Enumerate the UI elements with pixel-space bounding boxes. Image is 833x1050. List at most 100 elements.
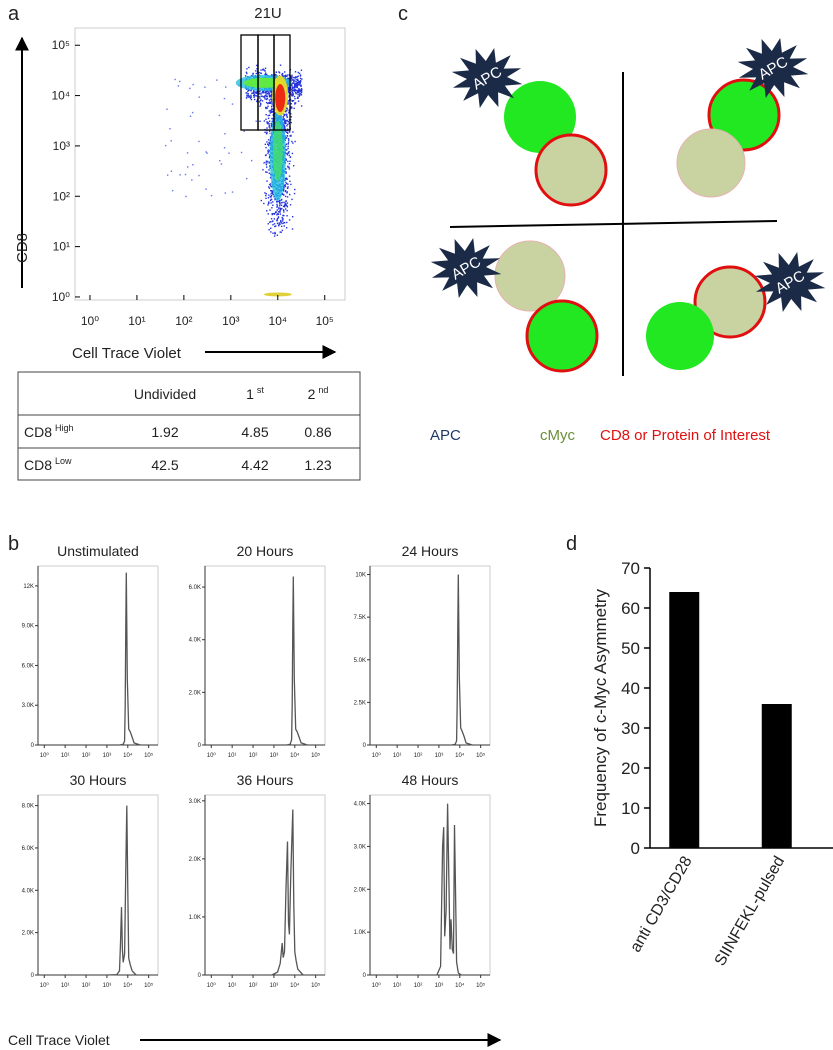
- density-dot: [271, 213, 273, 215]
- density-dot: [286, 125, 288, 127]
- density-dot: [290, 134, 292, 137]
- density-dot: [270, 98, 272, 100]
- density-dot: [220, 163, 223, 165]
- density-dot: [271, 74, 273, 76]
- density-dot: [283, 125, 286, 128]
- density-dot: [286, 192, 288, 194]
- density-dot: [282, 205, 285, 207]
- density-dot: [275, 211, 277, 214]
- x-tick-label: SIINFEKL-pulsed: [712, 854, 789, 970]
- y-axis-label: Frequency of c-Myc Asymmetry: [591, 588, 610, 827]
- y-tick-label: 7.5K: [354, 615, 366, 621]
- density-dot: [248, 95, 251, 98]
- density-dot: [269, 112, 271, 114]
- density-dot: [270, 195, 273, 197]
- x-tick-label: 10²: [175, 314, 192, 328]
- density-dot: [264, 67, 267, 70]
- density-dot: [278, 224, 280, 227]
- density-dot: [248, 66, 250, 69]
- y-tick-label: 2.0K: [189, 857, 201, 863]
- density-dot: [272, 232, 274, 234]
- density-dot: [267, 160, 269, 163]
- density-dot: [274, 231, 276, 234]
- cell-superscript: nd: [318, 385, 328, 395]
- density-dot: [256, 90, 258, 93]
- density-dot: [291, 228, 294, 230]
- x-tick-label: 10³: [435, 983, 444, 989]
- density-dot: [271, 108, 273, 110]
- density-dot: [260, 69, 262, 71]
- density-dot: [275, 74, 277, 76]
- density-dot: [258, 93, 260, 95]
- density-dot: [265, 194, 267, 197]
- density-dot: [248, 89, 250, 91]
- density-dot: [298, 91, 301, 93]
- density-dot: [285, 143, 288, 145]
- y-tick-label: 2.0K: [189, 690, 201, 696]
- y-tick-label: 0: [198, 743, 202, 749]
- density-dot: [265, 73, 268, 76]
- density-dot: [294, 76, 297, 78]
- density-dot: [269, 165, 271, 167]
- density-dot: [282, 118, 284, 121]
- density-dot: [295, 84, 298, 86]
- density-dot: [268, 114, 271, 117]
- density-dot: [263, 202, 265, 205]
- density-dot: [284, 205, 286, 208]
- density-dot: [272, 110, 274, 112]
- density-dot: [291, 87, 294, 90]
- density-dot: [166, 108, 168, 110]
- density-dot: [287, 123, 289, 126]
- density-dot: [267, 204, 269, 206]
- density-dot: [252, 92, 254, 94]
- density-dot: [164, 144, 167, 147]
- density-dot: [272, 201, 274, 203]
- density-dot: [186, 166, 189, 168]
- density-dot: [288, 150, 290, 153]
- y-tick-label: 10: [621, 799, 640, 818]
- density-dot: [291, 76, 293, 78]
- x-tick-label: 10⁰: [372, 752, 382, 759]
- density-dot: [299, 77, 302, 80]
- density-dot: [260, 72, 262, 74]
- density-dot: [266, 121, 269, 124]
- density-dot: [297, 89, 299, 92]
- gate: [273, 34, 291, 131]
- density-dot: [269, 189, 272, 192]
- density-dot: [294, 91, 297, 94]
- density-dot: [296, 79, 299, 82]
- y-tick-label: 0: [31, 973, 35, 979]
- density-dot: [286, 135, 289, 137]
- density-dot: [279, 211, 281, 213]
- x-tick-label: 10⁴: [269, 314, 288, 328]
- density-dot: [262, 169, 264, 171]
- density-dot: [256, 68, 258, 70]
- density-dot: [281, 207, 283, 210]
- density-dot: [287, 103, 289, 105]
- density-dot: [228, 152, 230, 154]
- density-dot: [281, 75, 284, 77]
- density-dot: [282, 209, 285, 211]
- density-dot: [268, 157, 271, 159]
- density-dot: [287, 183, 289, 185]
- plot-frame: [204, 794, 326, 976]
- cell: [504, 81, 576, 153]
- density-dot: [266, 97, 268, 99]
- density-dot: [245, 71, 248, 73]
- density-dot: [283, 119, 285, 121]
- x-tick-label: 10²: [414, 753, 423, 759]
- legend-entry: cMyc: [540, 427, 575, 444]
- density-dot: [263, 120, 266, 122]
- density-dot: [271, 193, 274, 195]
- density-dot: [270, 198, 273, 201]
- density-dot: [274, 232, 276, 235]
- density-dot: [266, 166, 268, 168]
- density-dot: [300, 93, 302, 95]
- density-dot: [295, 92, 297, 95]
- density-dot: [297, 93, 299, 96]
- table-cell: 4.85: [241, 424, 268, 440]
- density-dot: [281, 73, 283, 75]
- x-tick-label: 10⁵: [311, 982, 321, 989]
- density-dot: [266, 180, 268, 182]
- density-dot: [256, 99, 259, 102]
